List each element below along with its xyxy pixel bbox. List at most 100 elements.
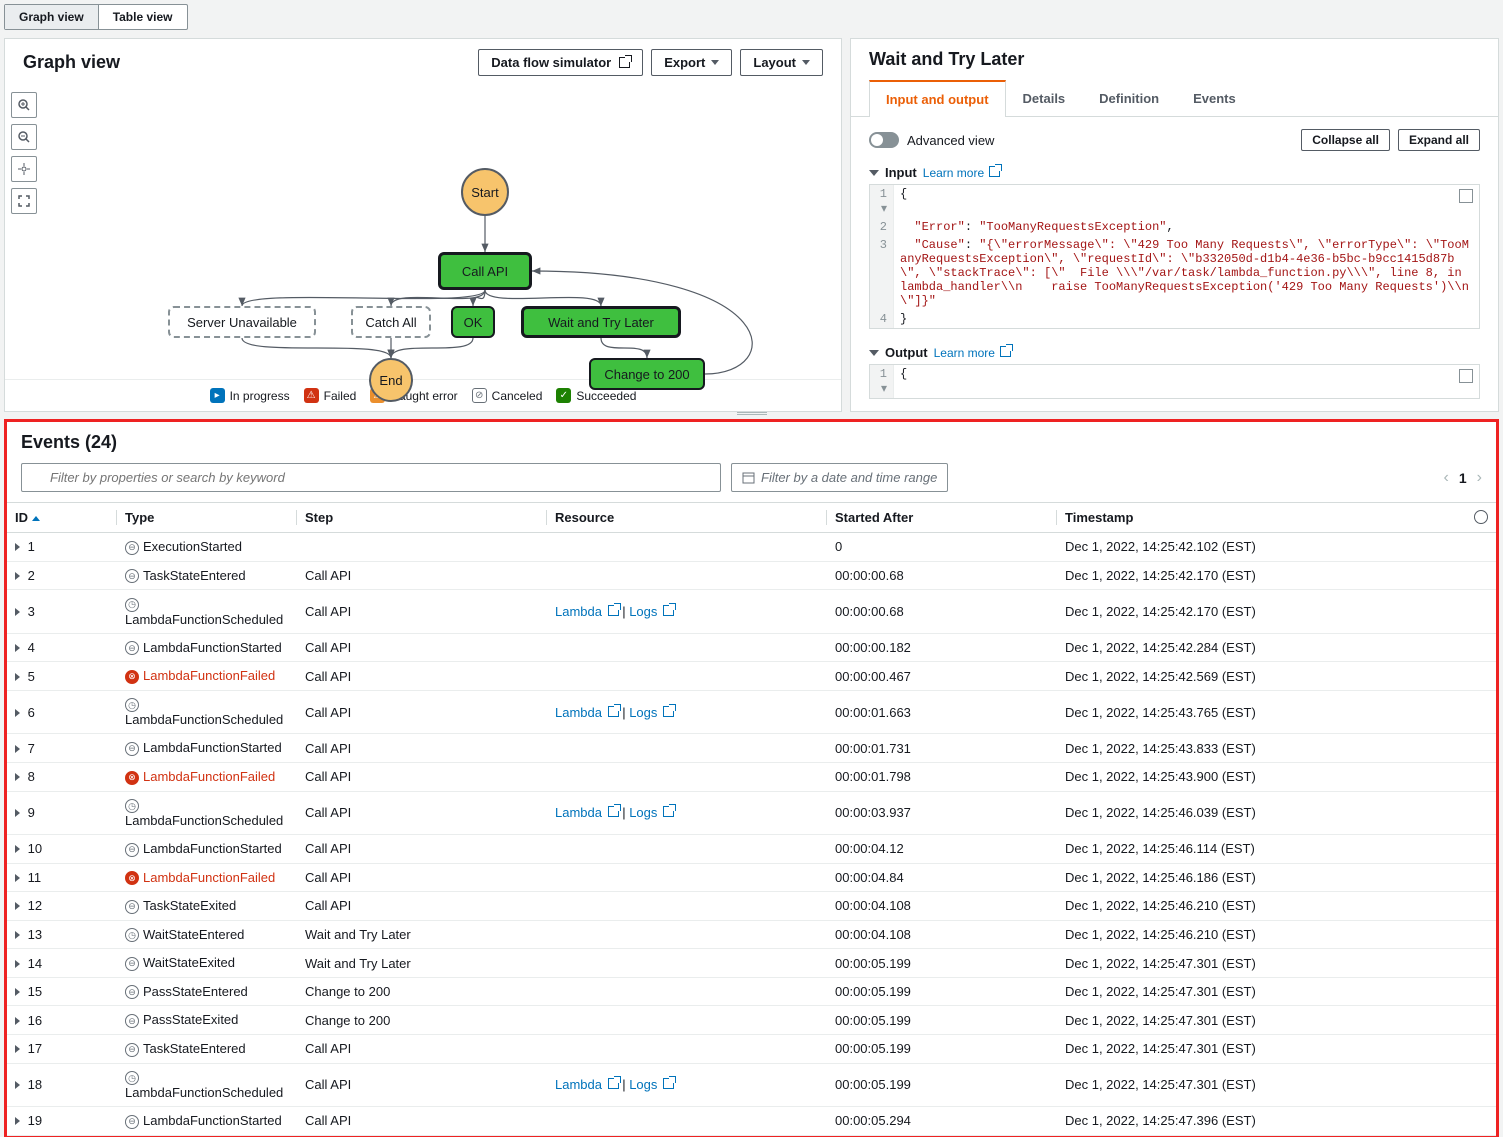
- zoom-in-button[interactable]: [11, 92, 37, 118]
- table-row[interactable]: 6 ◷LambdaFunctionScheduled Call API Lamb…: [7, 690, 1496, 734]
- fullscreen-button[interactable]: [11, 188, 37, 214]
- expand-row-icon[interactable]: [15, 1017, 20, 1025]
- tab-events[interactable]: Events: [1176, 80, 1253, 116]
- events-title: Events (24): [7, 422, 1496, 463]
- tab-details[interactable]: Details: [1006, 80, 1083, 116]
- clock-icon: ◷: [125, 799, 139, 813]
- expand-row-icon[interactable]: [15, 608, 20, 616]
- table-row[interactable]: 18 ◷LambdaFunctionScheduled Call API Lam…: [7, 1063, 1496, 1107]
- expand-row-icon[interactable]: [15, 1045, 20, 1053]
- expand-row-icon[interactable]: [15, 745, 20, 753]
- layout-button[interactable]: Layout: [740, 49, 823, 76]
- input-learn-more-link[interactable]: Learn more: [923, 166, 1001, 180]
- node-ok[interactable]: OK: [451, 306, 495, 338]
- fail-icon: ⊗: [125, 771, 139, 785]
- table-row[interactable]: 19 ⊖LambdaFunctionStarted Call API 00:00…: [7, 1107, 1496, 1136]
- col-resource[interactable]: Resource: [547, 503, 827, 533]
- output-section-header[interactable]: Output Learn more: [869, 341, 1480, 364]
- expand-row-icon[interactable]: [15, 809, 20, 817]
- resize-grip[interactable]: [0, 412, 1503, 415]
- gear-icon[interactable]: [1474, 510, 1488, 524]
- table-row[interactable]: 2 ⊖TaskStateEntered Call API 00:00:00.68…: [7, 561, 1496, 590]
- table-row[interactable]: 14 ⊖WaitStateExited Wait and Try Later 0…: [7, 949, 1496, 978]
- date-filter[interactable]: Filter by a date and time range: [731, 463, 948, 492]
- neutral-icon: ⊖: [125, 541, 139, 555]
- node-change[interactable]: Change to 200: [589, 358, 705, 390]
- table-row[interactable]: 10 ⊖LambdaFunctionStarted Call API 00:00…: [7, 835, 1496, 864]
- expand-row-icon[interactable]: [15, 874, 20, 882]
- center-button[interactable]: [11, 156, 37, 182]
- node-catchall[interactable]: Catch All: [351, 306, 431, 338]
- col-timestamp[interactable]: Timestamp: [1057, 503, 1496, 533]
- page-number: 1: [1459, 470, 1467, 486]
- expand-row-icon[interactable]: [15, 931, 20, 939]
- expand-row-icon[interactable]: [15, 572, 20, 580]
- table-row[interactable]: 9 ◷LambdaFunctionScheduled Call API Lamb…: [7, 791, 1496, 835]
- lambda-link[interactable]: Lambda: [555, 705, 619, 720]
- tab-table-view[interactable]: Table view: [99, 5, 187, 29]
- expand-row-icon[interactable]: [15, 960, 20, 968]
- table-row[interactable]: 13 ◷WaitStateEntered Wait and Try Later …: [7, 920, 1496, 949]
- table-row[interactable]: 7 ⊖LambdaFunctionStarted Call API 00:00:…: [7, 734, 1496, 763]
- logs-link[interactable]: Logs: [629, 1077, 674, 1092]
- node-server[interactable]: Server Unavailable: [168, 306, 316, 338]
- expand-row-icon[interactable]: [15, 988, 20, 996]
- prev-page-button[interactable]: ‹: [1444, 469, 1449, 487]
- table-row[interactable]: 15 ⊖PassStateEntered Change to 200 00:00…: [7, 977, 1496, 1006]
- table-row[interactable]: 12 ⊖TaskStateExited Call API 00:00:04.10…: [7, 892, 1496, 921]
- tab-graph-view[interactable]: Graph view: [5, 5, 99, 29]
- logs-link[interactable]: Logs: [629, 805, 674, 820]
- neutral-icon: ⊖: [125, 900, 139, 914]
- expand-row-icon[interactable]: [15, 773, 20, 781]
- table-row[interactable]: 4 ⊖LambdaFunctionStarted Call API 00:00:…: [7, 633, 1496, 662]
- advanced-view-toggle[interactable]: [869, 132, 899, 148]
- table-row[interactable]: 1 ⊖ExecutionStarted 0 Dec 1, 2022, 14:25…: [7, 533, 1496, 562]
- expand-all-button[interactable]: Expand all: [1398, 129, 1480, 151]
- node-end[interactable]: End: [369, 358, 413, 402]
- col-id[interactable]: ID: [7, 503, 117, 533]
- zoom-out-button[interactable]: [11, 124, 37, 150]
- expand-row-icon[interactable]: [15, 673, 20, 681]
- neutral-icon: ⊖: [125, 843, 139, 857]
- logs-link[interactable]: Logs: [629, 604, 674, 619]
- tab-definition[interactable]: Definition: [1082, 80, 1176, 116]
- external-link-icon: [1000, 346, 1011, 357]
- table-row[interactable]: 17 ⊖TaskStateEntered Call API 00:00:05.1…: [7, 1035, 1496, 1064]
- expand-row-icon[interactable]: [15, 543, 20, 551]
- col-step[interactable]: Step: [297, 503, 547, 533]
- table-row[interactable]: 5 ⊗LambdaFunctionFailed Call API 00:00:0…: [7, 662, 1496, 691]
- col-type[interactable]: Type: [117, 503, 297, 533]
- events-search-input[interactable]: [21, 463, 721, 492]
- expand-row-icon[interactable]: [15, 1081, 20, 1089]
- data-flow-simulator-button[interactable]: Data flow simulator: [478, 49, 643, 76]
- input-code-box: 1 ▾{ 2 "Error": "TooManyRequestsExceptio…: [869, 184, 1480, 329]
- node-start[interactable]: Start: [461, 168, 509, 216]
- copy-icon[interactable]: [1459, 189, 1473, 203]
- next-page-button[interactable]: ›: [1477, 469, 1482, 487]
- expand-row-icon[interactable]: [15, 902, 20, 910]
- table-row[interactable]: 8 ⊗LambdaFunctionFailed Call API 00:00:0…: [7, 762, 1496, 791]
- neutral-icon: ⊖: [125, 985, 139, 999]
- export-button[interactable]: Export: [651, 49, 732, 76]
- collapse-all-button[interactable]: Collapse all: [1301, 129, 1390, 151]
- clock-icon: ◷: [125, 928, 139, 942]
- expand-row-icon[interactable]: [15, 709, 20, 717]
- expand-row-icon[interactable]: [15, 845, 20, 853]
- lambda-link[interactable]: Lambda: [555, 805, 619, 820]
- lambda-link[interactable]: Lambda: [555, 1077, 619, 1092]
- input-section-header[interactable]: Input Learn more: [869, 161, 1480, 184]
- table-row[interactable]: 16 ⊖PassStateExited Change to 200 00:00:…: [7, 1006, 1496, 1035]
- tab-input-output[interactable]: Input and output: [869, 80, 1006, 117]
- node-callapi[interactable]: Call API: [438, 252, 532, 290]
- col-started-after[interactable]: Started After: [827, 503, 1057, 533]
- lambda-link[interactable]: Lambda: [555, 604, 619, 619]
- graph-canvas[interactable]: Start Call API Server Unavailable Catch All…: [41, 86, 841, 379]
- table-row[interactable]: 11 ⊗LambdaFunctionFailed Call API 00:00:…: [7, 863, 1496, 892]
- copy-icon[interactable]: [1459, 369, 1473, 383]
- table-row[interactable]: 3 ◷LambdaFunctionScheduled Call API Lamb…: [7, 590, 1496, 634]
- expand-row-icon[interactable]: [15, 644, 20, 652]
- output-learn-more-link[interactable]: Learn more: [934, 346, 1012, 360]
- expand-row-icon[interactable]: [15, 1117, 20, 1125]
- node-wait[interactable]: Wait and Try Later: [521, 306, 681, 338]
- logs-link[interactable]: Logs: [629, 705, 674, 720]
